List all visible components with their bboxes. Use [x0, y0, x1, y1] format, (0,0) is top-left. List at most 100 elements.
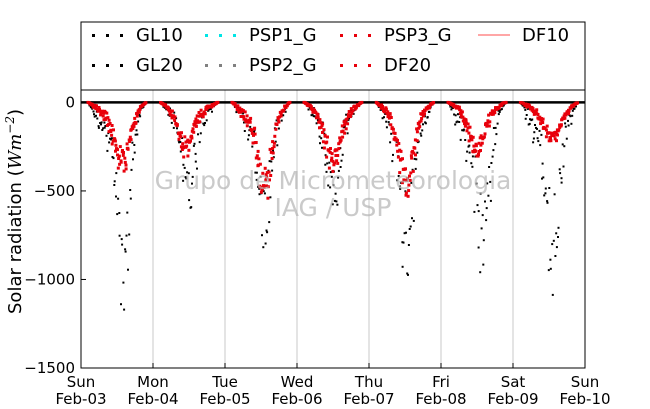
- data-point-gl10: [474, 155, 477, 158]
- x-axis-ticks: SunFeb-03MonFeb-04TueFeb-05WedFeb-06ThuF…: [55, 363, 611, 408]
- data-point-gl10: [197, 133, 199, 136]
- data-point-gl10: [487, 194, 490, 197]
- data-point-psp3_g: [271, 151, 275, 155]
- data-point-psp3_g: [347, 110, 351, 113]
- data-point-gl10: [266, 231, 269, 234]
- data-point-gl10: [115, 172, 118, 175]
- data-point-gl10: [557, 226, 560, 229]
- data-point-psp3_g: [136, 111, 140, 115]
- data-point-gl10: [198, 141, 201, 144]
- data-point-gl10: [310, 114, 313, 117]
- legend-label-df10: DF10: [522, 25, 569, 46]
- data-point-gl10: [529, 118, 531, 121]
- data-point-psp3_g: [467, 139, 471, 143]
- data-point-psp3_g: [262, 185, 266, 189]
- data-point-psp3_g: [332, 163, 336, 167]
- data-point-psp3_g: [249, 116, 253, 120]
- data-point-psp3_g: [360, 100, 364, 104]
- data-point-gl10: [428, 110, 431, 113]
- data-point-psp3_g: [250, 128, 254, 132]
- data-point-psp3_g: [397, 142, 401, 145]
- data-point-gl10: [559, 172, 562, 175]
- data-point-gl10: [497, 109, 500, 112]
- data-point-psp3_g: [285, 104, 289, 107]
- data-point-gl10: [458, 121, 461, 123]
- data-point-gl10: [424, 122, 427, 125]
- data-point-gl10: [268, 160, 271, 163]
- data-point-gl10: [209, 108, 212, 110]
- data-point-gl10: [573, 107, 576, 110]
- x-tick-label: Feb-03: [55, 390, 106, 408]
- data-point-gl10: [404, 190, 407, 193]
- data-point-psp3_g: [259, 185, 263, 189]
- data-point-gl10: [345, 113, 348, 116]
- data-point-psp3_g: [420, 117, 424, 120]
- legend-marker-psp1_g: [205, 34, 208, 37]
- legend-label-psp1_g: PSP1_G: [249, 25, 317, 46]
- data-point-psp3_g: [266, 185, 270, 189]
- data-point-gl10: [132, 158, 134, 161]
- data-point-gl10: [259, 175, 262, 178]
- data-point-psp3_g: [541, 121, 545, 124]
- data-point-psp3_g: [349, 107, 353, 111]
- data-point-gl10: [134, 133, 137, 136]
- data-point-psp3_g: [559, 123, 563, 127]
- data-point-gl10: [133, 151, 136, 154]
- data-point-psp3_g: [386, 110, 390, 114]
- data-point-gl10: [485, 207, 488, 210]
- data-point-gl10: [543, 194, 546, 197]
- data-point-psp3_g: [125, 142, 129, 146]
- data-point-psp3_g: [528, 104, 532, 108]
- data-point-psp3_g: [328, 150, 332, 154]
- data-point-psp3_g: [537, 117, 541, 121]
- data-point-psp3_g: [97, 106, 101, 109]
- data-point-psp3_g: [346, 122, 350, 126]
- x-tick-label: Tue: [211, 373, 238, 391]
- data-point-psp3_g: [116, 153, 119, 157]
- data-point-psp3_g: [271, 140, 275, 144]
- data-point-psp3_g: [411, 149, 415, 153]
- data-point-psp3_g: [144, 101, 148, 105]
- data-point-psp3_g: [311, 110, 315, 114]
- data-point-psp3_g: [557, 128, 561, 132]
- data-point-psp3_g: [187, 148, 191, 152]
- data-point-gl10: [484, 200, 486, 203]
- data-point-psp3_g: [383, 110, 386, 114]
- data-point-gl10: [101, 129, 104, 131]
- data-point-gl10: [108, 141, 111, 144]
- data-point-psp3_g: [376, 102, 380, 105]
- data-point-gl10: [466, 150, 469, 153]
- data-point-psp3_g: [317, 120, 321, 124]
- data-point-gl10: [205, 119, 208, 122]
- data-point-psp3_g: [122, 169, 126, 173]
- data-point-gl10: [454, 114, 457, 117]
- data-point-psp3_g: [407, 189, 411, 193]
- data-point-gl10: [405, 231, 407, 234]
- data-point-gl10: [126, 211, 129, 214]
- data-point-gl10: [96, 117, 99, 120]
- data-point-gl10: [129, 189, 132, 191]
- data-point-psp3_g: [466, 126, 470, 130]
- data-point-psp3_g: [401, 157, 404, 161]
- data-point-psp3_g: [410, 156, 414, 160]
- data-point-gl10: [502, 104, 505, 107]
- data-point-gl10: [492, 149, 495, 152]
- data-point-psp3_g: [193, 123, 197, 127]
- data-point-psp3_g: [351, 109, 355, 113]
- data-point-psp3_g: [129, 138, 133, 142]
- data-point-gl10: [525, 114, 528, 116]
- data-point-psp3_g: [110, 124, 114, 127]
- data-point-psp3_g: [549, 131, 553, 135]
- data-point-psp3_g: [414, 153, 417, 157]
- data-point-gl10: [411, 168, 414, 171]
- data-point-psp3_g: [536, 113, 540, 116]
- data-point-psp3_g: [318, 118, 322, 122]
- data-point-gl10: [280, 119, 283, 122]
- data-point-psp3_g: [341, 129, 345, 133]
- data-point-psp3_g: [271, 147, 275, 150]
- data-point-psp3_g: [118, 145, 122, 149]
- data-point-psp3_g: [114, 143, 118, 147]
- data-point-gl10: [567, 119, 569, 122]
- data-point-gl10: [313, 115, 316, 118]
- data-point-psp3_g: [562, 114, 566, 118]
